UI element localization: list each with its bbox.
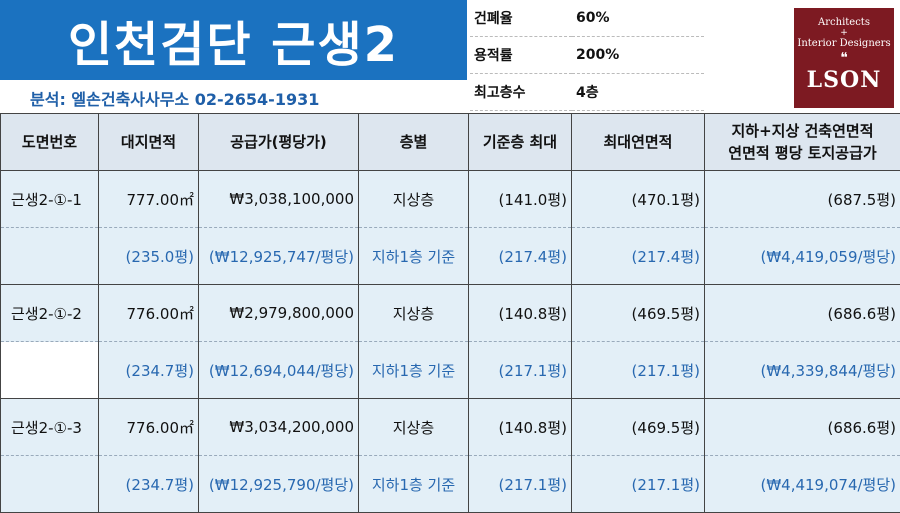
table-row: (234.7평) (₩12,925,790/평당) 지하1층 기준 (217.1… bbox=[1, 456, 900, 513]
max-gfa-basement: (217.1평) bbox=[572, 456, 705, 513]
floor-type: 지상층 bbox=[359, 399, 469, 456]
site-area: 776.00㎡ bbox=[99, 285, 199, 342]
table-row: 근생2-①-2 776.00㎡ ₩2,979,800,000 지상층 (140.… bbox=[1, 285, 900, 342]
supply-price: ₩3,034,200,000 bbox=[199, 399, 359, 456]
page-title: 인천검단 근생2 bbox=[68, 5, 399, 75]
lot-price-table: 도면번호 대지면적 공급가(평당가) 층별 기준층 최대 최대연면적 지하+지상… bbox=[0, 113, 900, 513]
info-value: 200% bbox=[572, 37, 704, 74]
quote-icon: ❝ bbox=[794, 51, 894, 65]
info-label: 건폐율 bbox=[470, 0, 572, 37]
summary-info-table: 건폐율 60% 용적률 200% 최고층수 4층 bbox=[470, 0, 704, 111]
table-row: 근생2-①-1 777.00㎡ ₩3,038,100,000 지상층 (141.… bbox=[1, 171, 900, 228]
info-label: 용적률 bbox=[470, 37, 572, 74]
land-price-per-gfa: (₩4,419,074/평당) bbox=[705, 456, 900, 513]
floor-type-basement: 지하1층 기준 bbox=[359, 228, 469, 285]
price-per-pyeong: (₩12,925,790/평당) bbox=[199, 456, 359, 513]
site-area: 776.00㎡ bbox=[99, 399, 199, 456]
land-price-per-gfa: (₩4,339,844/평당) bbox=[705, 342, 900, 399]
total-gfa: (687.5평) bbox=[705, 171, 900, 228]
site-area-pyeong: (234.7평) bbox=[99, 456, 199, 513]
land-price-per-gfa: (₩4,419,059/평당) bbox=[705, 228, 900, 285]
std-floor-max: (140.8평) bbox=[469, 285, 572, 342]
std-floor-max: (141.0평) bbox=[469, 171, 572, 228]
info-row: 최고층수 4층 bbox=[470, 74, 704, 111]
table-row: (235.0평) (₩12,925,747/평당) 지하1층 기준 (217.4… bbox=[1, 228, 900, 285]
total-gfa: (686.6평) bbox=[705, 399, 900, 456]
table-header-row: 도면번호 대지면적 공급가(평당가) 층별 기준층 최대 최대연면적 지하+지상… bbox=[1, 114, 900, 171]
supply-price: ₩2,979,800,000 bbox=[199, 285, 359, 342]
max-gfa: (469.5평) bbox=[572, 399, 705, 456]
floor-type: 지상층 bbox=[359, 171, 469, 228]
info-row: 용적률 200% bbox=[470, 37, 704, 74]
std-floor-basement: (217.1평) bbox=[469, 342, 572, 399]
lot-id-blank bbox=[1, 228, 99, 285]
supply-price: ₩3,038,100,000 bbox=[199, 171, 359, 228]
col-header-total-gfa: 지하+지상 건축연면적 연면적 평당 토지공급가 bbox=[705, 114, 900, 171]
lot-id-blank bbox=[1, 456, 99, 513]
title-banner: 인천검단 근생2 bbox=[0, 0, 467, 80]
col-header-total-gfa-line2: 연면적 평당 토지공급가 bbox=[705, 142, 900, 164]
std-floor-basement: (217.4평) bbox=[469, 228, 572, 285]
col-header-max-gfa: 최대연면적 bbox=[572, 114, 705, 171]
logo-text-interior: Interior Designers bbox=[794, 38, 894, 49]
info-label: 최고층수 bbox=[470, 74, 572, 111]
max-gfa: (470.1평) bbox=[572, 171, 705, 228]
col-header-supply-price: 공급가(평당가) bbox=[199, 114, 359, 171]
site-area: 777.00㎡ bbox=[99, 171, 199, 228]
price-per-pyeong: (₩12,925,747/평당) bbox=[199, 228, 359, 285]
logo-text-architects: Architects bbox=[794, 17, 894, 28]
lot-id: 근생2-①-1 bbox=[1, 171, 99, 228]
floor-type-basement: 지하1층 기준 bbox=[359, 456, 469, 513]
std-floor-basement: (217.1평) bbox=[469, 456, 572, 513]
price-per-pyeong: (₩12,694,044/평당) bbox=[199, 342, 359, 399]
max-gfa: (469.5평) bbox=[572, 285, 705, 342]
logo-text-plus: + bbox=[794, 28, 894, 38]
col-header-site-area: 대지면적 bbox=[99, 114, 199, 171]
info-value: 4층 bbox=[572, 74, 704, 111]
lot-id: 근생2-①-3 bbox=[1, 399, 99, 456]
col-header-floor: 층별 bbox=[359, 114, 469, 171]
table-row: (234.7평) (₩12,694,044/평당) 지하1층 기준 (217.1… bbox=[1, 342, 900, 399]
lson-logo: Architects + Interior Designers ❝ LSON bbox=[794, 8, 894, 108]
col-header-std-floor-max: 기준층 최대 bbox=[469, 114, 572, 171]
col-header-total-gfa-line1: 지하+지상 건축연면적 bbox=[705, 120, 900, 142]
lot-id: 근생2-①-2 bbox=[1, 285, 99, 342]
info-row: 건폐율 60% bbox=[470, 0, 704, 37]
analyst-contact: 분석: 엘손건축사사무소 02-2654-1931 bbox=[30, 86, 319, 110]
col-header-lot-no: 도면번호 bbox=[1, 114, 99, 171]
lot-id-blank bbox=[1, 342, 99, 399]
info-value: 60% bbox=[572, 0, 704, 37]
table-row: 근생2-①-3 776.00㎡ ₩3,034,200,000 지상층 (140.… bbox=[1, 399, 900, 456]
site-area-pyeong: (234.7평) bbox=[99, 342, 199, 399]
total-gfa: (686.6평) bbox=[705, 285, 900, 342]
max-gfa-basement: (217.4평) bbox=[572, 228, 705, 285]
logo-brand: LSON bbox=[794, 67, 894, 93]
max-gfa-basement: (217.1평) bbox=[572, 342, 705, 399]
floor-type-basement: 지하1층 기준 bbox=[359, 342, 469, 399]
std-floor-max: (140.8평) bbox=[469, 399, 572, 456]
site-area-pyeong: (235.0평) bbox=[99, 228, 199, 285]
col-header-max-gfa-label: 최대연면적 bbox=[603, 133, 672, 151]
floor-type: 지상층 bbox=[359, 285, 469, 342]
